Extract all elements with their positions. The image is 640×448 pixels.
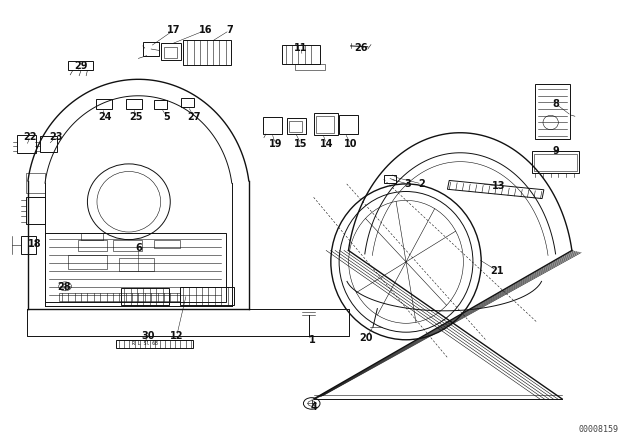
Text: 6: 6 xyxy=(135,243,142,254)
Text: 11: 11 xyxy=(294,43,308,53)
Text: 30: 30 xyxy=(141,331,155,341)
Text: 13: 13 xyxy=(492,181,505,191)
Bar xyxy=(119,258,154,271)
Bar xyxy=(59,293,180,301)
Text: 5: 5 xyxy=(164,112,170,122)
Bar xyxy=(164,47,177,58)
Bar xyxy=(113,240,141,251)
Bar xyxy=(316,116,334,133)
Bar xyxy=(143,43,159,56)
Bar xyxy=(287,117,306,134)
Bar xyxy=(154,240,180,249)
Text: 7: 7 xyxy=(226,26,233,35)
Bar xyxy=(294,64,325,70)
Text: 22: 22 xyxy=(23,132,37,142)
Text: 20: 20 xyxy=(359,332,372,343)
Bar xyxy=(534,154,577,172)
Text: 4: 4 xyxy=(310,402,317,413)
Bar xyxy=(78,240,106,251)
Text: 3: 3 xyxy=(404,179,412,189)
Bar xyxy=(183,40,231,65)
Bar xyxy=(384,175,396,183)
Text: 26: 26 xyxy=(355,43,368,53)
Bar xyxy=(96,99,111,109)
Text: 19: 19 xyxy=(269,139,282,149)
Bar xyxy=(180,287,234,305)
Text: 23: 23 xyxy=(49,132,62,142)
Bar xyxy=(81,233,103,240)
Bar xyxy=(532,151,579,173)
Text: R L Sl 68: R L Sl 68 xyxy=(132,341,157,346)
Text: 8: 8 xyxy=(552,99,559,109)
Bar xyxy=(339,116,358,134)
Bar xyxy=(154,100,167,109)
Text: 14: 14 xyxy=(319,139,333,149)
Text: 21: 21 xyxy=(490,266,504,276)
Bar xyxy=(116,340,193,348)
Bar xyxy=(161,43,181,60)
Bar xyxy=(68,255,106,268)
Text: 9: 9 xyxy=(552,146,559,155)
Text: 10: 10 xyxy=(344,139,357,149)
Bar xyxy=(536,84,570,139)
Text: 28: 28 xyxy=(57,282,70,292)
Text: 15: 15 xyxy=(294,139,308,149)
Text: 18: 18 xyxy=(28,239,42,249)
Bar xyxy=(181,99,194,108)
Bar xyxy=(125,99,141,109)
Bar xyxy=(282,45,320,64)
Bar xyxy=(447,181,544,198)
Bar xyxy=(20,237,36,254)
Bar xyxy=(262,117,282,134)
Bar xyxy=(289,121,302,132)
Bar xyxy=(26,197,45,224)
Text: 12: 12 xyxy=(170,331,184,341)
Bar xyxy=(17,135,36,153)
Text: 2: 2 xyxy=(419,179,426,189)
Bar xyxy=(314,113,338,135)
Bar xyxy=(121,288,169,305)
Text: 00008159: 00008159 xyxy=(578,425,618,434)
Text: 1: 1 xyxy=(309,335,316,345)
Text: 27: 27 xyxy=(187,112,200,122)
Text: 25: 25 xyxy=(130,112,143,122)
Text: 17: 17 xyxy=(166,26,180,35)
Text: 29: 29 xyxy=(74,61,88,71)
Bar xyxy=(26,173,45,193)
Bar xyxy=(40,136,58,152)
Bar xyxy=(68,60,93,70)
Text: 16: 16 xyxy=(198,26,212,35)
Text: 24: 24 xyxy=(98,112,111,122)
